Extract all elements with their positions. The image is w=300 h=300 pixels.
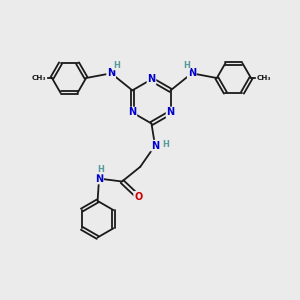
- Text: CH₃: CH₃: [32, 75, 46, 81]
- Text: H: H: [183, 61, 190, 70]
- Text: N: N: [107, 68, 115, 78]
- Text: N: N: [188, 68, 196, 78]
- Text: O: O: [134, 192, 142, 202]
- Text: N: N: [128, 107, 136, 118]
- Text: H: H: [97, 165, 104, 174]
- Text: N: N: [95, 174, 103, 184]
- Text: N: N: [147, 74, 155, 84]
- Text: CH₃: CH₃: [256, 75, 271, 81]
- Text: N: N: [151, 141, 159, 151]
- Text: H: H: [113, 61, 120, 70]
- Text: N: N: [167, 107, 175, 118]
- Text: H: H: [162, 140, 169, 148]
